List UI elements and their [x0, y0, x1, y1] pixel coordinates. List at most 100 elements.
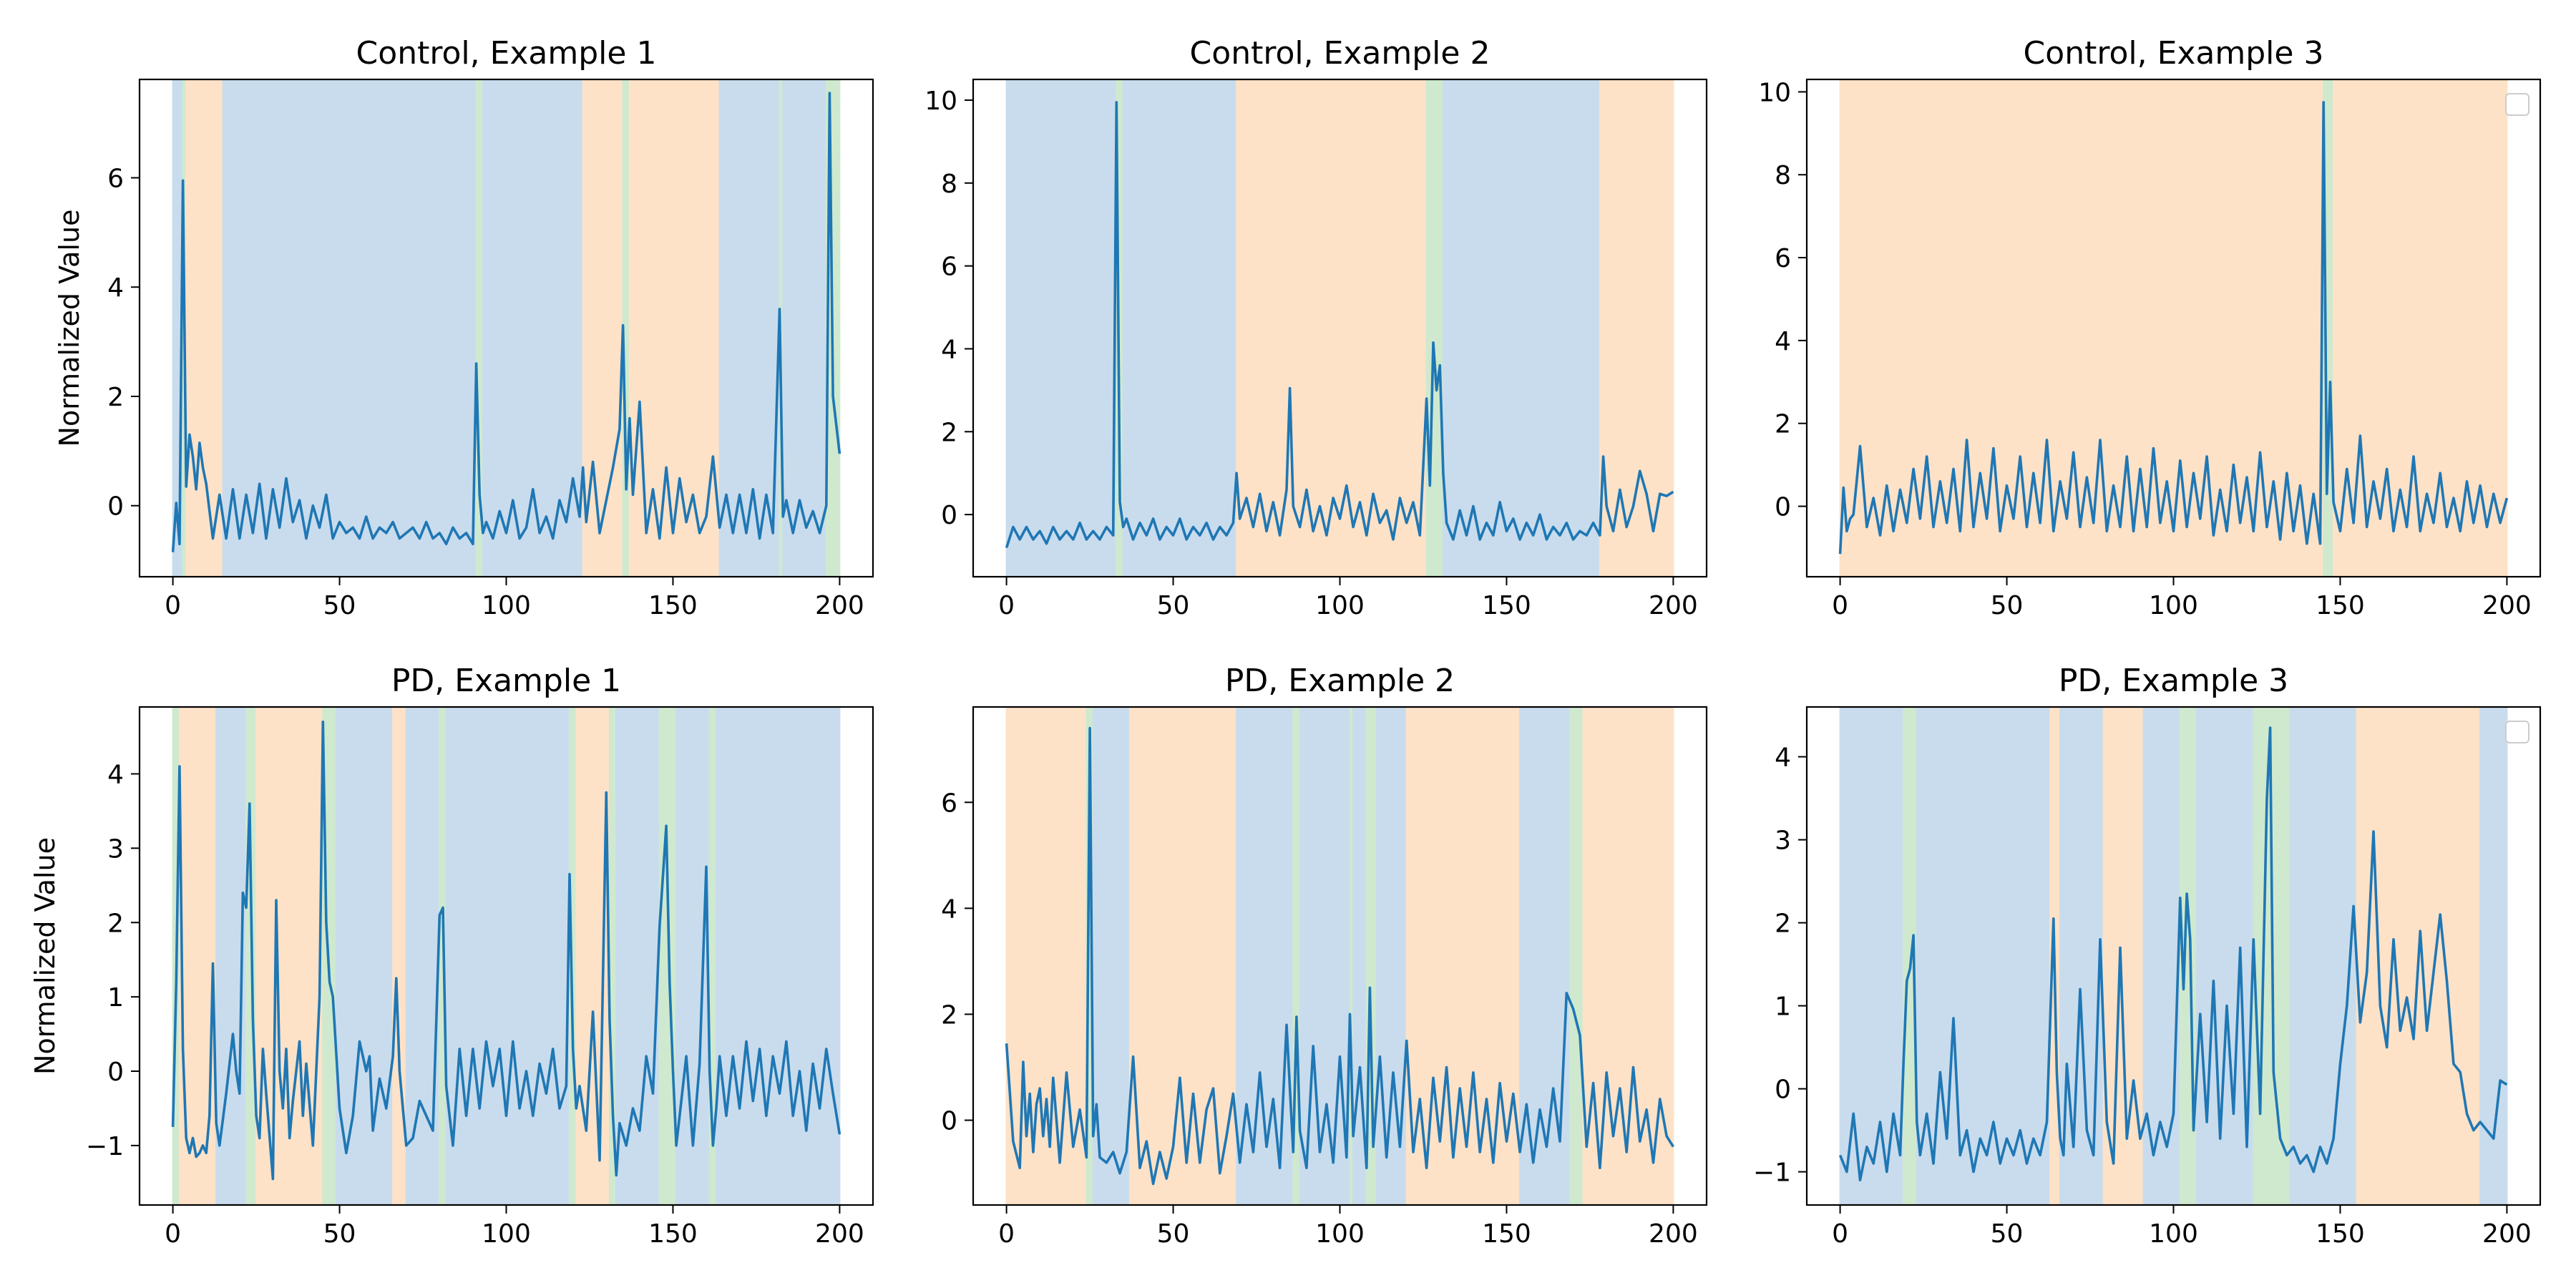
y-tick-label: 0 [107, 492, 124, 522]
x-tick-label: 100 [2149, 1219, 2198, 1249]
y-tick-label: 4 [941, 894, 957, 924]
state-band [1005, 79, 1118, 577]
x-tick-label: 200 [1649, 591, 1698, 620]
subplot-4: 0 50 100 150 200 −1 0 1 2 3 4 PD, Example 1 Normaliz… [29, 663, 874, 1249]
plot-area [171, 707, 841, 1205]
y-tick-label: 6 [941, 253, 957, 282]
y-axis-label: Normalized Value [54, 210, 85, 447]
y-tick-label: 0 [1775, 1075, 1791, 1105]
x-tick-label: 50 [1157, 591, 1190, 620]
x-tick-label: 150 [2316, 1219, 2365, 1249]
series-line [1838, 726, 2508, 1181]
subplot-title: Control, Example 2 [1190, 35, 1491, 72]
x-tick-label: 100 [482, 591, 531, 620]
y-tick-label: 6 [107, 164, 124, 193]
state-band [718, 79, 781, 577]
y-tick-label: 0 [107, 1058, 124, 1087]
plot-area [1005, 707, 1674, 1205]
state-band [1425, 79, 1444, 577]
y-tick-label: 0 [941, 501, 957, 530]
state-band [2059, 707, 2104, 1205]
series-line [171, 92, 841, 552]
x-tick-label: 0 [1832, 591, 1848, 620]
y-tick-label: −1 [86, 1132, 124, 1161]
x-tick-label: 50 [1157, 1219, 1190, 1249]
y-tick-label: 4 [941, 335, 957, 364]
state-band [1839, 707, 1905, 1205]
state-band [2289, 707, 2358, 1205]
x-tick-label: 100 [1315, 591, 1365, 620]
state-band [1599, 79, 1674, 577]
state-band [185, 79, 224, 577]
subplot-title: PD, Example 3 [2059, 663, 2288, 699]
x-tick-label: 50 [323, 591, 356, 620]
x-tick-label: 150 [648, 591, 698, 620]
state-band [1916, 707, 2051, 1205]
y-tick-label: 3 [1775, 826, 1791, 856]
state-band [1005, 707, 1088, 1205]
y-tick-label: 10 [924, 87, 957, 116]
plot-area [1838, 79, 2509, 577]
y-tick-label: 6 [941, 789, 957, 818]
state-band [482, 79, 584, 577]
state-band [2333, 79, 2508, 577]
subplot-5: 0 50 100 150 200 0 2 4 6 PD, Example 2 [941, 663, 1708, 1249]
y-tick-label: 6 [1775, 244, 1791, 273]
x-tick-label: 200 [815, 1219, 864, 1249]
state-band [716, 707, 841, 1205]
plot-area [171, 79, 841, 577]
subplot-1: 0 50 100 150 200 0 2 4 6 Control, Example 1 Normal… [54, 35, 874, 620]
subplot-3: 0 50 100 150 200 0 2 4 6 8 10 Control, Example 3 [1758, 35, 2542, 620]
x-tick-label: 150 [648, 1219, 698, 1249]
x-tick-label: 150 [2316, 591, 2365, 620]
x-tick-label: 100 [2149, 591, 2198, 620]
x-tick-label: 0 [998, 591, 1015, 620]
subplot-6: 0 50 100 150 200 −1 0 1 2 3 4 PD, Example 3 [1753, 663, 2542, 1249]
x-tick-label: 0 [998, 1219, 1015, 1249]
series-line [1005, 101, 1674, 549]
legend-box [2505, 721, 2529, 743]
state-band [445, 707, 571, 1205]
state-band [222, 79, 477, 577]
state-band [335, 707, 394, 1205]
subplot-title: Control, Example 1 [356, 35, 657, 72]
state-band [1442, 79, 1601, 577]
x-tick-label: 150 [1482, 1219, 1531, 1249]
y-tick-label: 2 [107, 909, 124, 938]
y-tick-label: 8 [1775, 161, 1791, 190]
state-band [405, 707, 441, 1205]
state-band [782, 79, 827, 577]
legend-box [2505, 93, 2529, 116]
state-band [1092, 707, 1131, 1205]
y-tick-label: 4 [107, 760, 124, 789]
state-band [1568, 707, 1584, 1205]
y-tick-label: 10 [1758, 78, 1791, 107]
state-band [628, 79, 721, 577]
y-tick-label: 2 [941, 1000, 957, 1030]
y-tick-label: 2 [1775, 410, 1791, 439]
state-band [1839, 79, 2325, 577]
x-tick-label: 200 [2482, 591, 2532, 620]
y-tick-label: 2 [107, 383, 124, 412]
state-band [1236, 79, 1428, 577]
plot-area [1005, 79, 1674, 577]
subplot-title: Control, Example 3 [2024, 35, 2324, 72]
x-tick-label: 50 [1991, 1219, 2024, 1249]
series-line [171, 721, 841, 1181]
state-band [2102, 707, 2145, 1205]
x-tick-label: 0 [165, 591, 181, 620]
subplot-title: PD, Example 2 [1225, 663, 1455, 699]
y-tick-label: −1 [1753, 1158, 1791, 1188]
y-tick-label: 3 [107, 834, 124, 864]
series-line [1838, 101, 2509, 555]
x-tick-label: 100 [482, 1219, 531, 1249]
x-tick-label: 50 [323, 1219, 356, 1249]
plot-area [1838, 707, 2508, 1205]
x-tick-label: 0 [1832, 1219, 1848, 1249]
x-tick-label: 150 [1482, 591, 1531, 620]
y-tick-label: 1 [107, 983, 124, 1013]
y-tick-label: 2 [1775, 909, 1791, 939]
x-tick-label: 200 [1649, 1219, 1698, 1249]
x-tick-label: 200 [2482, 1219, 2532, 1249]
